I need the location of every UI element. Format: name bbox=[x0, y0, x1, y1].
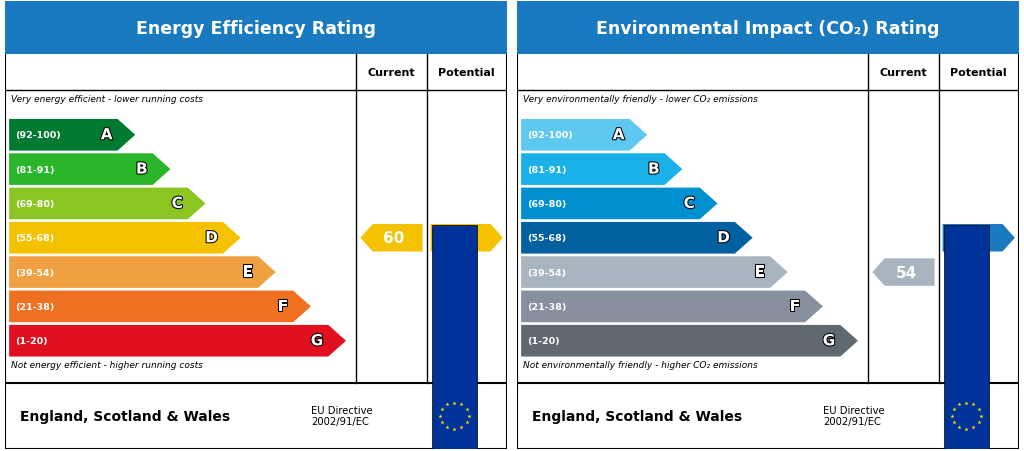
Polygon shape bbox=[521, 188, 718, 220]
Text: G: G bbox=[310, 333, 324, 349]
Text: Current: Current bbox=[880, 68, 928, 78]
Polygon shape bbox=[9, 154, 170, 185]
Text: C: C bbox=[172, 197, 182, 212]
Text: D: D bbox=[205, 231, 218, 246]
Text: C: C bbox=[684, 197, 694, 212]
Polygon shape bbox=[9, 325, 346, 357]
Text: (1-20): (1-20) bbox=[15, 336, 48, 345]
Polygon shape bbox=[431, 225, 503, 252]
Polygon shape bbox=[521, 257, 787, 288]
Text: A: A bbox=[612, 128, 625, 143]
Text: E: E bbox=[243, 265, 253, 280]
Text: (55-68): (55-68) bbox=[15, 234, 54, 243]
Polygon shape bbox=[521, 325, 858, 357]
Text: (55-68): (55-68) bbox=[527, 234, 566, 243]
Text: (69-80): (69-80) bbox=[527, 199, 566, 208]
Text: (69-80): (69-80) bbox=[15, 199, 54, 208]
Text: (92-100): (92-100) bbox=[527, 131, 572, 140]
Polygon shape bbox=[872, 259, 935, 286]
Polygon shape bbox=[521, 120, 647, 151]
FancyBboxPatch shape bbox=[944, 226, 989, 451]
Text: E: E bbox=[755, 265, 765, 280]
Bar bbox=[5, 2, 507, 55]
Polygon shape bbox=[521, 154, 682, 185]
Polygon shape bbox=[9, 120, 135, 151]
Text: F: F bbox=[790, 299, 800, 314]
Text: England, Scotland & Wales: England, Scotland & Wales bbox=[532, 409, 742, 423]
Text: EU Directive
2002/91/EC: EU Directive 2002/91/EC bbox=[823, 405, 885, 427]
Text: EU Directive
2002/91/EC: EU Directive 2002/91/EC bbox=[311, 405, 373, 427]
Text: F: F bbox=[278, 299, 288, 314]
Text: (39-54): (39-54) bbox=[527, 268, 566, 277]
Text: Current: Current bbox=[368, 68, 416, 78]
Bar bbox=[517, 2, 1019, 55]
Text: G: G bbox=[822, 333, 836, 349]
Text: (21-38): (21-38) bbox=[15, 302, 54, 311]
Polygon shape bbox=[9, 257, 275, 288]
Text: A: A bbox=[100, 128, 113, 143]
Text: Not environmentally friendly - higher CO₂ emissions: Not environmentally friendly - higher CO… bbox=[523, 360, 758, 369]
Text: (21-38): (21-38) bbox=[527, 302, 566, 311]
Text: B: B bbox=[136, 162, 147, 177]
Text: (39-54): (39-54) bbox=[15, 268, 54, 277]
Text: England, Scotland & Wales: England, Scotland & Wales bbox=[20, 409, 230, 423]
Text: B: B bbox=[648, 162, 659, 177]
Polygon shape bbox=[521, 291, 823, 322]
Text: 54: 54 bbox=[895, 265, 916, 280]
Text: Not energy efficient - higher running costs: Not energy efficient - higher running co… bbox=[11, 360, 203, 369]
Polygon shape bbox=[9, 188, 206, 220]
Text: Very energy efficient - lower running costs: Very energy efficient - lower running co… bbox=[11, 95, 203, 104]
Text: Potential: Potential bbox=[950, 68, 1007, 78]
Text: D: D bbox=[717, 231, 730, 246]
FancyBboxPatch shape bbox=[432, 226, 477, 451]
Text: 57: 57 bbox=[966, 231, 987, 246]
Polygon shape bbox=[521, 222, 753, 254]
Polygon shape bbox=[9, 222, 241, 254]
Text: Very environmentally friendly - lower CO₂ emissions: Very environmentally friendly - lower CO… bbox=[523, 95, 758, 104]
Text: (92-100): (92-100) bbox=[15, 131, 60, 140]
Polygon shape bbox=[360, 225, 423, 252]
Text: 60: 60 bbox=[383, 231, 404, 246]
Text: Energy Efficiency Rating: Energy Efficiency Rating bbox=[136, 19, 376, 37]
Text: (81-91): (81-91) bbox=[15, 165, 54, 174]
Text: 64: 64 bbox=[454, 231, 475, 246]
Text: Environmental Impact (CO₂) Rating: Environmental Impact (CO₂) Rating bbox=[596, 19, 940, 37]
Polygon shape bbox=[9, 291, 311, 322]
Text: (81-91): (81-91) bbox=[527, 165, 566, 174]
Polygon shape bbox=[943, 225, 1015, 252]
Text: Potential: Potential bbox=[438, 68, 495, 78]
Text: (1-20): (1-20) bbox=[527, 336, 560, 345]
